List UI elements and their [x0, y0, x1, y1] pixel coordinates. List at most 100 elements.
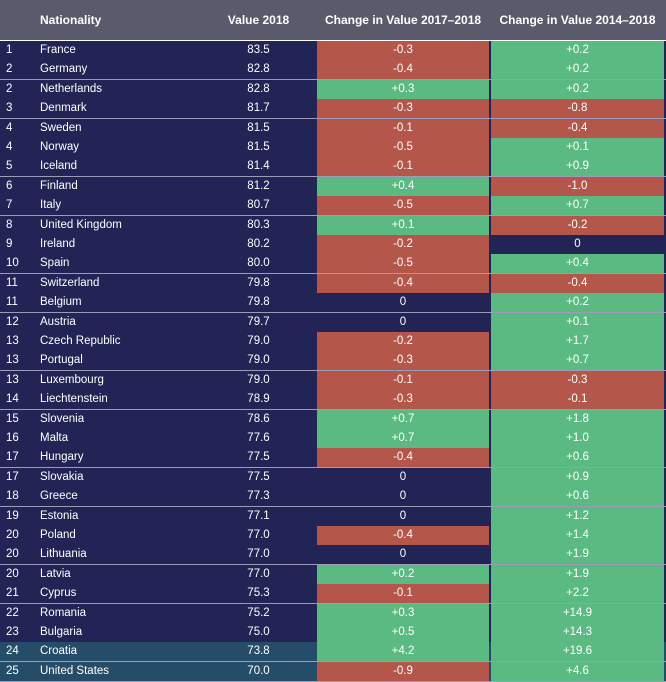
- nationality-cell: Sweden: [40, 121, 82, 134]
- table-row: 7 Italy 80.7 -0.5 +0.7: [0, 196, 666, 217]
- table-row: 1 France 83.5 -0.3 +0.2: [0, 41, 666, 61]
- table-row: 25 United States 70.0 -0.9 +4.6: [0, 661, 666, 682]
- nationality-cell: Czech Republic: [40, 335, 121, 347]
- change-2017-2018-cell: +4.2: [317, 642, 489, 662]
- nationality-cell: Estonia: [40, 509, 79, 522]
- change-2017-2018-cell: -0.3: [317, 351, 489, 371]
- change-2017-2018-cell: 0: [317, 487, 489, 507]
- change-2017-2018-cell: -0.3: [317, 99, 489, 119]
- rank-cell: 17: [6, 470, 19, 483]
- table-row: 21 Cyprus 75.3 -0.1 +2.2: [0, 584, 666, 605]
- value-2018-cell: 77.0: [247, 529, 270, 541]
- change-2014-2018-cell: -0.3: [491, 370, 664, 390]
- nationality-cell: Iceland: [40, 160, 78, 173]
- nationality-cell: Poland: [40, 529, 76, 541]
- rank-cell: 19: [6, 509, 19, 522]
- nationality-cell: Luxembourg: [40, 373, 104, 386]
- value-2018-cell: 79.0: [247, 354, 270, 367]
- table-row: 6 Finland 81.2 +0.4 -1.0: [0, 176, 666, 197]
- table-row: 15 Slovenia 78.6 +0.7 +1.8: [0, 409, 666, 430]
- change-2014-2018-cell: +1.4: [491, 526, 664, 545]
- value-2018-cell: 77.5: [247, 470, 270, 483]
- table-row: 11 Belgium 79.8 0 +0.2: [0, 293, 666, 314]
- change-2017-2018-cell: +0.7: [317, 429, 489, 448]
- rank-cell: 23: [6, 626, 19, 638]
- nationality-cell: Finland: [40, 179, 78, 192]
- rank-cell: 20: [6, 548, 19, 561]
- table-row: 9 Ireland 80.2 -0.2 0: [0, 235, 666, 255]
- rank-cell: 13: [6, 354, 19, 367]
- change-2014-2018-cell: +0.2: [491, 79, 664, 99]
- change-2017-2018-cell: -0.1: [317, 370, 489, 390]
- value-2018-cell: 70.0: [247, 664, 270, 677]
- change-2014-2018-cell: +0.9: [491, 467, 664, 487]
- change-2017-2018-cell: -0.2: [317, 235, 489, 254]
- value-2018-cell: 79.7: [247, 315, 270, 328]
- rank-cell: 10: [6, 257, 19, 270]
- change-2017-2018-cell: -0.1: [317, 157, 489, 177]
- rank-cell: 16: [6, 432, 19, 444]
- rank-cell: 15: [6, 412, 19, 425]
- change-2017-2018-cell: -0.4: [317, 60, 489, 80]
- change-2014-2018-cell: -0.4: [491, 118, 664, 138]
- change-2014-2018-cell: +0.2: [491, 293, 664, 313]
- table-row: 13 Luxembourg 79.0 -0.1 -0.3: [0, 370, 666, 391]
- nationality-cell: Cyprus: [40, 587, 77, 600]
- table-row: 20 Poland 77.0 -0.4 +1.4: [0, 526, 666, 546]
- change-2017-2018-cell: -0.3: [317, 41, 489, 60]
- value-2018-cell: 79.0: [247, 335, 270, 347]
- value-2018-cell: 80.7: [247, 199, 270, 212]
- nationality-cell: France: [40, 44, 76, 56]
- change-2014-2018-cell: -0.8: [491, 99, 664, 119]
- change-2014-2018-cell: +1.0: [491, 429, 664, 448]
- nationality-cell: Romania: [40, 606, 87, 619]
- value-2018-cell: 75.0: [247, 626, 270, 638]
- nationality-cell: Spain: [40, 257, 70, 270]
- change-2017-2018-cell: 0: [317, 312, 489, 332]
- rank-cell: 22: [6, 606, 19, 619]
- value-2018-cell: 80.0: [247, 257, 270, 270]
- nationality-cell: Liechtenstein: [40, 393, 108, 406]
- table-row: 2 Germany 82.8 -0.4 +0.2: [0, 60, 666, 81]
- change-2014-2018-cell: +0.2: [491, 60, 664, 80]
- rank-cell: 20: [6, 567, 19, 580]
- rank-cell: 4: [6, 121, 13, 134]
- value-2018-cell: 77.0: [247, 567, 270, 580]
- change-2014-2018-cell: +14.3: [491, 623, 664, 642]
- change-2017-2018-cell: -0.9: [317, 661, 489, 681]
- rank-cell: 3: [6, 102, 13, 115]
- value-2018-cell: 73.8: [247, 645, 270, 658]
- rank-cell: 13: [6, 335, 19, 347]
- change-2014-2018-cell: +1.8: [491, 409, 664, 429]
- table-row: 2 Netherlands 82.8 +0.3 +0.2: [0, 79, 666, 100]
- table-row: 13 Portugal 79.0 -0.3 +0.7: [0, 351, 666, 372]
- table-row: 19 Estonia 77.1 0 +1.2: [0, 506, 666, 527]
- value-2018-cell: 77.1: [247, 509, 270, 522]
- rank-cell: 7: [6, 199, 13, 212]
- value-2018-cell: 77.0: [247, 548, 270, 561]
- nationality-cell: Malta: [40, 432, 69, 444]
- header-nationality: Nationality: [40, 13, 102, 27]
- header-value-2018: Value 2018: [227, 13, 290, 27]
- table-row: 3 Denmark 81.7 -0.3 -0.8: [0, 99, 666, 120]
- change-2017-2018-cell: +0.3: [317, 603, 489, 623]
- table-row: 22 Romania 75.2 +0.3 +14.9: [0, 603, 666, 624]
- value-2018-cell: 80.2: [247, 238, 270, 250]
- table-row: 17 Hungary 77.5 -0.4 +0.6: [0, 448, 666, 469]
- nationality-cell: Bulgaria: [40, 626, 83, 638]
- table-row: 4 Norway 81.5 -0.5 +0.1: [0, 138, 666, 158]
- rank-cell: 18: [6, 490, 19, 503]
- change-2017-2018-cell: 0: [317, 293, 489, 313]
- value-2018-cell: 78.6: [247, 412, 270, 425]
- change-2017-2018-cell: -0.5: [317, 196, 489, 216]
- rank-cell: 6: [6, 179, 13, 192]
- table-row: 4 Sweden 81.5 -0.1 -0.4: [0, 118, 666, 139]
- change-2014-2018-cell: +0.6: [491, 448, 664, 468]
- rank-cell: 11: [6, 296, 18, 309]
- change-2017-2018-cell: -0.5: [317, 138, 489, 157]
- change-2014-2018-cell: +4.6: [491, 661, 664, 681]
- change-2014-2018-cell: +1.7: [491, 332, 664, 351]
- rank-cell: 2: [6, 82, 13, 95]
- change-2014-2018-cell: +0.4: [491, 254, 664, 274]
